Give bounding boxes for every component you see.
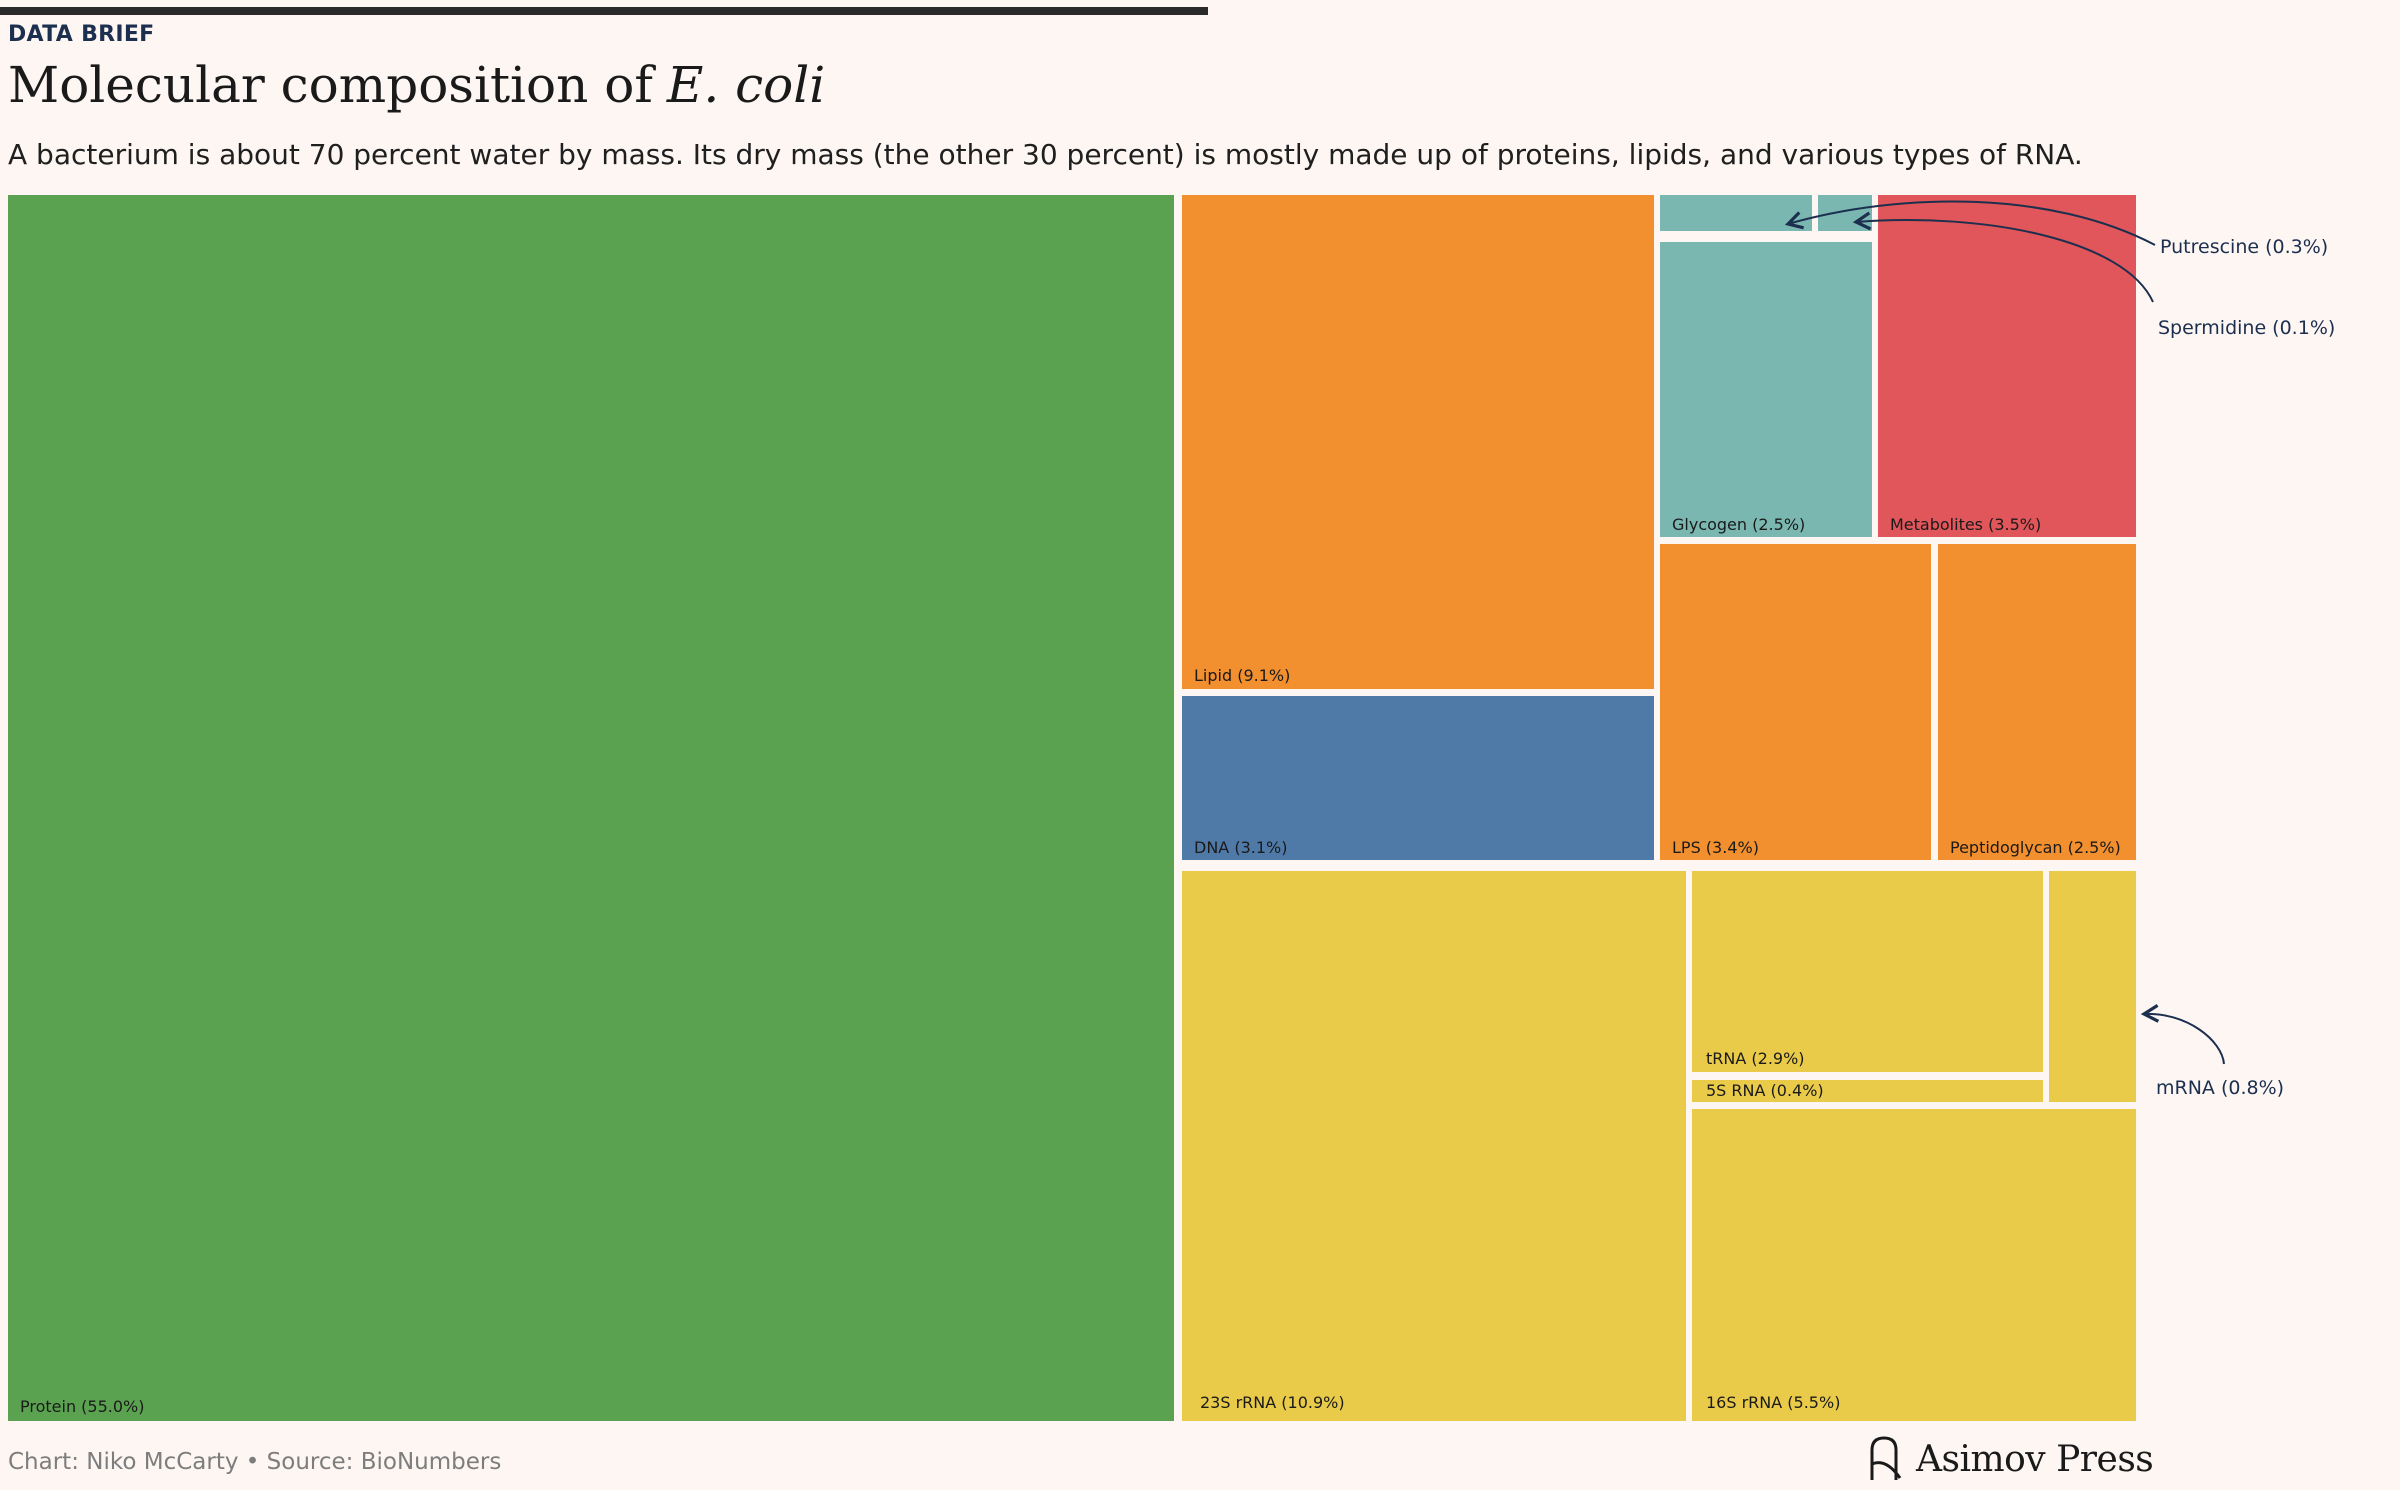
treemap-cell-16s-rrna <box>1692 1109 2136 1421</box>
treemap-cell-dna <box>1182 696 1654 860</box>
treemap-cell-protein <box>8 195 1174 1421</box>
treemap-cell-metabolites <box>1878 195 2136 537</box>
annotation-arrow-spermidine <box>1852 211 2154 303</box>
page-title: Molecular composition of E. coli <box>8 56 825 114</box>
treemap-cell-glycogen <box>1660 242 1872 537</box>
cell-label-trna: tRNA (2.9%) <box>1706 1049 1805 1068</box>
cell-label-lipid: Lipid (9.1%) <box>1194 666 1290 685</box>
cell-label-dna: DNA (3.1%) <box>1194 838 1287 857</box>
annotation-label-mrna: mRNA (0.8%) <box>2156 1077 2284 1099</box>
subtitle: A bacterium is about 70 percent water by… <box>8 138 2083 171</box>
annotation-arrow-mrna <box>2140 1004 2225 1065</box>
top-rule <box>0 7 1208 15</box>
cell-label-lps: LPS (3.4%) <box>1672 838 1759 857</box>
treemap-cell-5s-rna <box>1692 1080 2043 1102</box>
cell-label-peptidoglycan: Peptidoglycan (2.5%) <box>1950 838 2121 857</box>
cell-label-5s-rna: 5S RNA (0.4%) <box>1706 1081 1824 1100</box>
treemap-cell-spermidine <box>1818 195 1872 231</box>
chart-credit: Chart: Niko McCarty • Source: BioNumbers <box>8 1449 502 1475</box>
treemap-cell-putrescine <box>1660 195 1812 231</box>
cell-label-protein: Protein (55.0%) <box>20 1397 144 1416</box>
cell-label-glycogen: Glycogen (2.5%) <box>1672 515 1805 534</box>
kicker: DATA BRIEF <box>8 22 155 47</box>
treemap-cell-lps <box>1660 544 1931 860</box>
treemap-cell-peptidoglycan <box>1938 544 2136 860</box>
publisher-name: Asimov Press <box>1916 1438 2154 1480</box>
treemap-cell-trna <box>1692 871 2043 1072</box>
cell-label-16s-rrna: 16S rRNA (5.5%) <box>1706 1393 1840 1412</box>
annotation-arrow-putrescine <box>1784 200 2156 246</box>
asimov-logo-icon <box>1870 1436 1902 1480</box>
title-species: E. coli <box>666 56 826 114</box>
cell-label-metabolites: Metabolites (3.5%) <box>1890 515 2041 534</box>
publisher-logo: Asimov Press <box>1866 1432 2154 1486</box>
annotation-label-spermidine: Spermidine (0.1%) <box>2158 317 2335 339</box>
title-text: Molecular composition of <box>8 56 653 114</box>
treemap-cell-mrna <box>2049 871 2136 1102</box>
cell-label-23s-rrna: 23S rRNA (10.9%) <box>1200 1393 1345 1412</box>
treemap-cell-23s-rrna <box>1182 871 1686 1421</box>
treemap-cell-lipid <box>1182 195 1654 689</box>
annotation-label-putrescine: Putrescine (0.3%) <box>2160 236 2328 258</box>
